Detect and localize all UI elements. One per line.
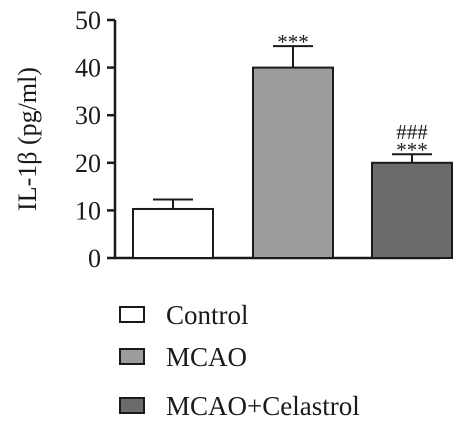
legend-swatch bbox=[119, 397, 145, 414]
bar bbox=[132, 207, 214, 259]
significance-label: ### bbox=[396, 120, 428, 144]
legend: Control MCAO MCAO+Celastrol bbox=[119, 300, 360, 421]
bar-group bbox=[132, 198, 214, 259]
bar-group: *** bbox=[252, 30, 334, 259]
legend-label: Control bbox=[166, 300, 249, 330]
y-axis: 0 10 20 30 40 50 bbox=[75, 6, 117, 273]
legend-item: MCAO+Celastrol bbox=[119, 391, 360, 421]
y-tick-label: 50 bbox=[75, 6, 101, 35]
legend-swatch bbox=[119, 348, 145, 365]
legend-swatch bbox=[119, 306, 145, 323]
legend-item: MCAO bbox=[119, 342, 247, 372]
y-tick-label: 30 bbox=[75, 101, 101, 130]
legend-label: MCAO+Celastrol bbox=[166, 391, 360, 421]
significance-label: *** bbox=[277, 30, 309, 54]
legend-item: Control bbox=[119, 300, 249, 330]
y-tick-label: 40 bbox=[75, 54, 101, 83]
y-axis-label: IL-1β (pg/ml) bbox=[13, 67, 42, 211]
y-tick-label: 20 bbox=[75, 149, 101, 178]
significance-label: *** bbox=[396, 138, 428, 162]
bar bbox=[252, 66, 334, 259]
bar-group: ***### bbox=[371, 120, 453, 259]
y-tick-label: 10 bbox=[75, 196, 101, 225]
bar bbox=[371, 161, 453, 259]
legend-label: MCAO bbox=[166, 342, 247, 372]
y-ticks: 0 10 20 30 40 50 bbox=[75, 6, 115, 273]
bars: ******### bbox=[132, 30, 453, 259]
y-tick-label: 0 bbox=[88, 244, 101, 273]
